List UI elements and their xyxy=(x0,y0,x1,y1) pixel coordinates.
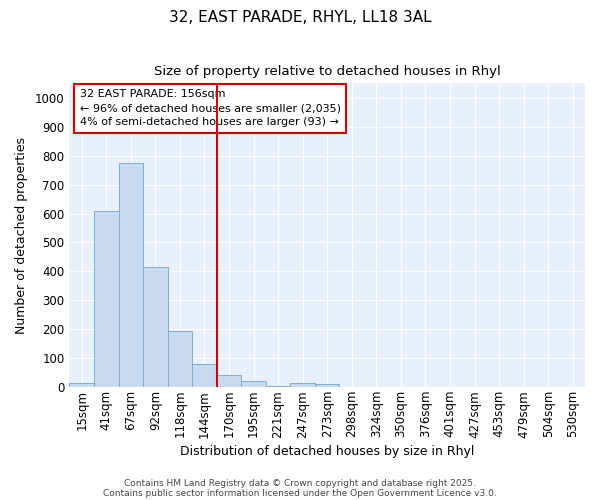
Bar xyxy=(315,384,340,387)
Text: Contains HM Land Registry data © Crown copyright and database right 2025.: Contains HM Land Registry data © Crown c… xyxy=(124,478,476,488)
Text: 32, EAST PARADE, RHYL, LL18 3AL: 32, EAST PARADE, RHYL, LL18 3AL xyxy=(169,10,431,25)
Bar xyxy=(192,364,217,387)
Bar xyxy=(143,267,167,387)
Bar xyxy=(70,383,94,387)
Title: Size of property relative to detached houses in Rhyl: Size of property relative to detached ho… xyxy=(154,65,500,78)
Bar xyxy=(94,210,119,387)
Bar xyxy=(241,382,266,387)
Bar xyxy=(290,383,315,387)
Bar xyxy=(119,163,143,387)
Text: 32 EAST PARADE: 156sqm
← 96% of detached houses are smaller (2,035)
4% of semi-d: 32 EAST PARADE: 156sqm ← 96% of detached… xyxy=(80,90,341,128)
Text: Contains public sector information licensed under the Open Government Licence v3: Contains public sector information licen… xyxy=(103,488,497,498)
Bar xyxy=(217,375,241,387)
Y-axis label: Number of detached properties: Number of detached properties xyxy=(15,136,28,334)
Bar xyxy=(167,330,192,387)
Bar xyxy=(266,386,290,387)
X-axis label: Distribution of detached houses by size in Rhyl: Distribution of detached houses by size … xyxy=(180,444,475,458)
